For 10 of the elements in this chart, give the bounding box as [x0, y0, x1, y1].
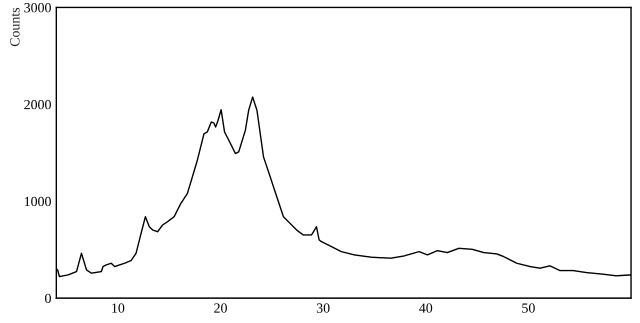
x-tick-label: 30 — [316, 303, 330, 313]
x-tick-label: 50 — [522, 303, 535, 313]
x-tick-label: 40 — [419, 303, 432, 313]
y-tick-label: 2000 — [24, 100, 51, 110]
y-tick-label: 0 — [45, 294, 51, 304]
y-tick-label: 3000 — [24, 3, 51, 12]
y-axis-title: Counts — [10, 8, 20, 46]
x-tick-label: 10 — [112, 303, 124, 313]
x-tick-label: 20 — [214, 303, 227, 313]
y-tick-label: 1000 — [24, 196, 51, 206]
